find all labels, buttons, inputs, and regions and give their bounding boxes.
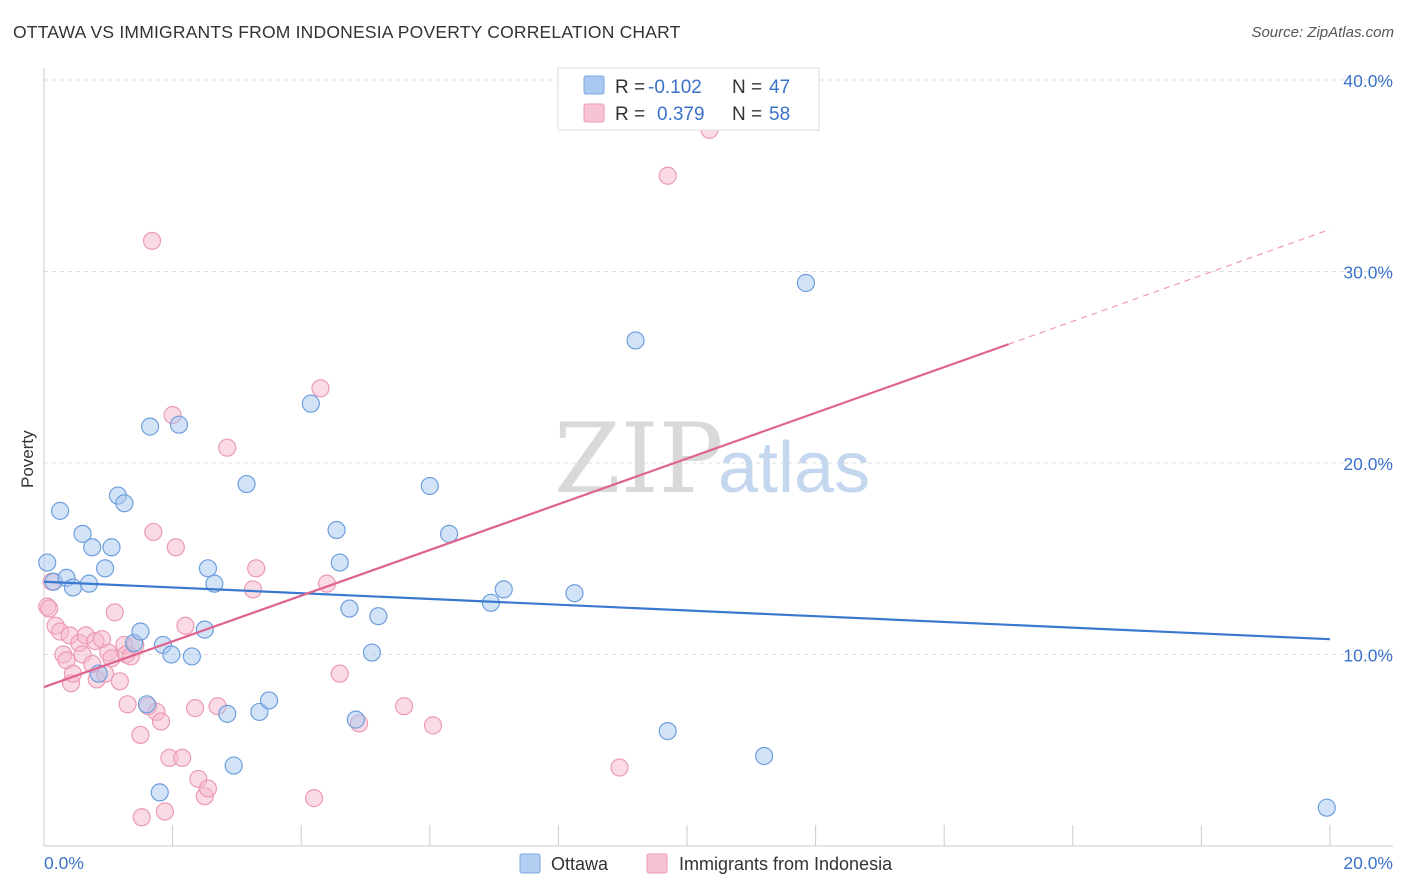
ottawa-point-0 xyxy=(38,553,57,572)
ottawa-point-21 xyxy=(182,647,201,666)
ottawa-point-29 xyxy=(259,691,279,710)
ottawa-point-25 xyxy=(218,704,237,723)
ottawa-point-44 xyxy=(755,746,774,766)
axes xyxy=(43,68,1393,847)
y-tick-label-1: 20.0% xyxy=(1343,454,1393,474)
trend-lines xyxy=(43,228,1331,689)
y-tick-label-3: 40.0% xyxy=(1343,71,1393,91)
indonesia-point-39 xyxy=(186,699,205,718)
ottawa-point-16 xyxy=(140,417,160,436)
y-tick-label-0: 10.0% xyxy=(1343,646,1393,666)
ottawa-point-17 xyxy=(150,783,169,802)
legend: R = -0.102 N = 47 R = 0.379 N = 58 xyxy=(557,67,820,131)
legend-r-label-indonesia: R = xyxy=(615,104,645,125)
ottawa-point-9 xyxy=(95,559,115,578)
indonesia-trend-extension xyxy=(1008,228,1331,345)
indonesia-point-47 xyxy=(304,789,324,808)
legend-n-label-ottawa: N = xyxy=(732,77,762,98)
ottawa-point-37 xyxy=(420,476,439,496)
ottawa-point-7 xyxy=(83,538,102,557)
ottawa-point-10 xyxy=(102,538,121,557)
indonesia-point-45 xyxy=(243,580,263,599)
ottawa-point-45 xyxy=(796,273,816,293)
indonesia-point-55 xyxy=(658,166,677,185)
indonesia-point-57 xyxy=(40,599,59,618)
ottawa-point-35 xyxy=(362,643,382,662)
ottawa-point-30 xyxy=(301,394,320,413)
indonesia-point-19 xyxy=(105,603,124,622)
ottawa-point-12 xyxy=(115,494,134,513)
bottom-legend-swatch-ottawa xyxy=(519,853,541,874)
ottawa-point-19 xyxy=(162,645,181,664)
indonesia-point-33 xyxy=(155,802,174,821)
ottawa-point-33 xyxy=(340,599,359,618)
ottawa-point-26 xyxy=(224,756,243,775)
legend-r-value-indonesia: 0.379 xyxy=(657,104,705,125)
ottawa-point-31 xyxy=(327,520,346,540)
source-credit: Source: ZipAtlas.com xyxy=(1251,24,1394,41)
ottawa-point-34 xyxy=(346,710,365,729)
ottawa-point-4 xyxy=(63,578,83,597)
indonesia-point-38 xyxy=(176,616,195,635)
indonesia-point-37 xyxy=(173,748,192,768)
indonesia-point-30 xyxy=(144,522,163,542)
indonesia-point-53 xyxy=(423,716,443,735)
ottawa-point-41 xyxy=(565,584,584,603)
ottawa-point-24 xyxy=(205,574,224,593)
y-tick-label-2: 30.0% xyxy=(1343,263,1393,283)
watermark-zip: ZIP xyxy=(554,403,723,515)
watermark: ZIP atlas xyxy=(554,403,870,515)
series-indonesia-points xyxy=(38,120,719,827)
chart-title: OTTAWA VS IMMIGRANTS FROM INDONESIA POVE… xyxy=(13,22,681,42)
indonesia-point-52 xyxy=(394,697,414,716)
ottawa-point-42 xyxy=(626,331,645,350)
ottawa-trend-line xyxy=(43,580,1331,641)
series-ottawa-points xyxy=(38,273,1336,817)
indonesia-point-50 xyxy=(330,664,349,683)
ottawa-point-46 xyxy=(1317,798,1336,817)
indonesia-point-36 xyxy=(166,538,185,557)
watermark-atlas: atlas xyxy=(718,428,870,508)
indonesia-point-32 xyxy=(151,712,171,731)
indonesia-point-29 xyxy=(142,231,162,250)
ottawa-point-14 xyxy=(131,622,150,641)
ottawa-point-5 xyxy=(73,524,92,543)
indonesia-point-48 xyxy=(311,379,330,398)
indonesia-point-20 xyxy=(110,672,129,691)
indonesia-point-54 xyxy=(610,758,629,777)
bottom-legend-swatch-indonesia xyxy=(646,853,668,874)
legend-swatch-indonesia xyxy=(583,103,605,123)
ottawa-point-15 xyxy=(137,695,156,714)
y-axis-label: Poverty xyxy=(18,430,37,488)
ottawa-point-40 xyxy=(494,580,513,599)
bottom-legend: Ottawa Immigrants from Indonesia xyxy=(519,853,893,874)
x-tick-label-0: 0.0% xyxy=(44,853,84,873)
legend-n-value-indonesia: 58 xyxy=(769,104,790,125)
bottom-legend-label-indonesia: Immigrants from Indonesia xyxy=(679,854,893,874)
ottawa-point-2 xyxy=(50,501,70,520)
ottawa-point-43 xyxy=(658,721,677,741)
legend-swatch-ottawa xyxy=(583,75,605,95)
ottawa-point-36 xyxy=(369,607,388,626)
ottawa-point-23 xyxy=(198,559,218,578)
legend-n-label-indonesia: N = xyxy=(732,104,762,125)
indonesia-point-44 xyxy=(218,438,237,457)
legend-n-value-ottawa: 47 xyxy=(769,77,790,98)
indonesia-point-27 xyxy=(132,808,151,827)
ottawa-point-32 xyxy=(330,553,349,572)
indonesia-point-23 xyxy=(118,695,137,714)
x-tick-label-1: 20.0% xyxy=(1343,853,1393,873)
bottom-legend-label-ottawa: Ottawa xyxy=(551,854,609,874)
indonesia-point-46 xyxy=(247,559,266,578)
legend-r-label-ottawa: R = xyxy=(615,77,645,98)
gridlines xyxy=(44,79,1393,655)
legend-r-value-ottawa: -0.102 xyxy=(648,77,702,98)
indonesia-point-42 xyxy=(198,779,218,798)
indonesia-trend-line xyxy=(43,343,1009,689)
ottawa-point-20 xyxy=(169,415,189,434)
indonesia-point-26 xyxy=(131,725,150,745)
ottawa-point-27 xyxy=(237,474,256,494)
tick-labels: 10.0% 20.0% 30.0% 40.0% 0.0% 20.0% xyxy=(44,71,1393,873)
